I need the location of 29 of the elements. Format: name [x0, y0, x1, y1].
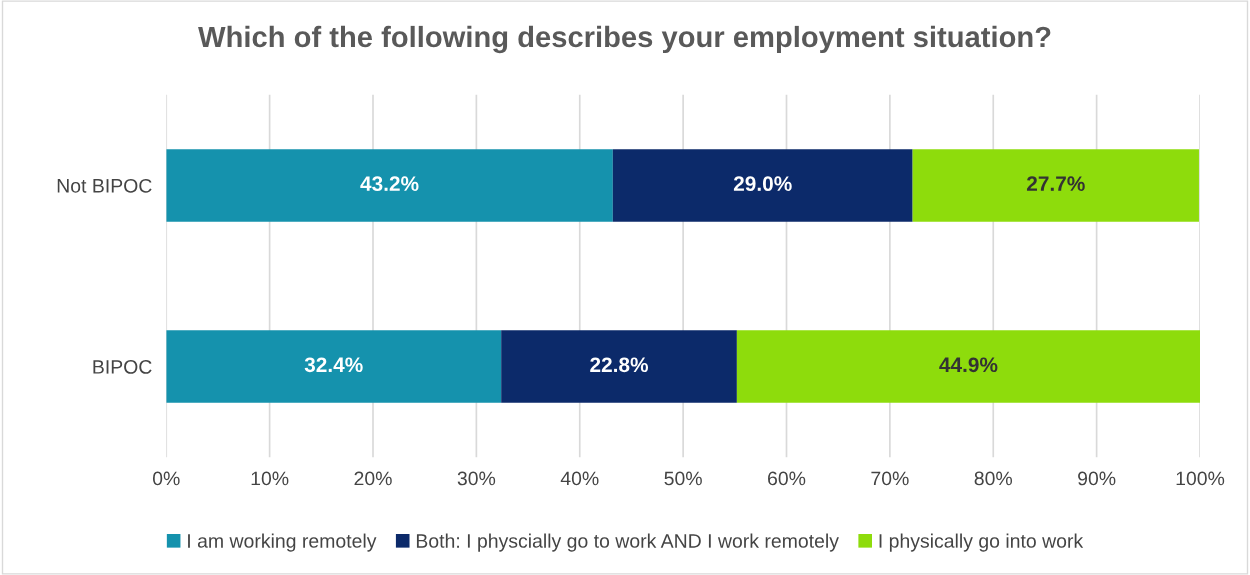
bar	[912, 149, 1199, 222]
x-tick-label: 80%	[974, 471, 1013, 486]
x-tick-label: 60%	[768, 471, 806, 486]
data-label: 27.7%	[1026, 176, 1085, 191]
bar	[166, 149, 613, 222]
x-tick-label: 40%	[560, 471, 599, 486]
x-tick-label: 20%	[354, 471, 392, 486]
x-tick-label: 0%	[152, 471, 180, 486]
x-tick-label: 90%	[1078, 471, 1116, 486]
y-tick-label: Not BIPOC	[57, 178, 152, 193]
data-label: 44.9%	[939, 357, 998, 373]
legend-label: Both: I physcially go to work AND I work remotely	[416, 533, 839, 552]
data-label: 43.2%	[360, 176, 419, 192]
legend-label: I physically go into work	[879, 533, 1084, 552]
x-tick-label: 50%	[664, 471, 702, 486]
data-label: 29.0%	[733, 176, 792, 192]
x-tick-label: 10%	[251, 471, 289, 486]
x-tick-label: 70%	[871, 471, 909, 486]
bar	[501, 330, 737, 403]
bar	[166, 330, 502, 403]
x-tick-label: 100%	[1176, 471, 1225, 486]
bar	[612, 149, 913, 222]
y-tick-label: BIPOC	[93, 360, 152, 374]
bar	[736, 330, 1200, 403]
chart-title: Which of the following describes your employment situation?	[198, 25, 1051, 54]
legend-label: I am working remotely	[188, 533, 377, 552]
data-label: 22.8%	[590, 357, 649, 373]
x-tick-label: 30%	[457, 471, 496, 486]
data-label: 32.4%	[304, 357, 363, 373]
